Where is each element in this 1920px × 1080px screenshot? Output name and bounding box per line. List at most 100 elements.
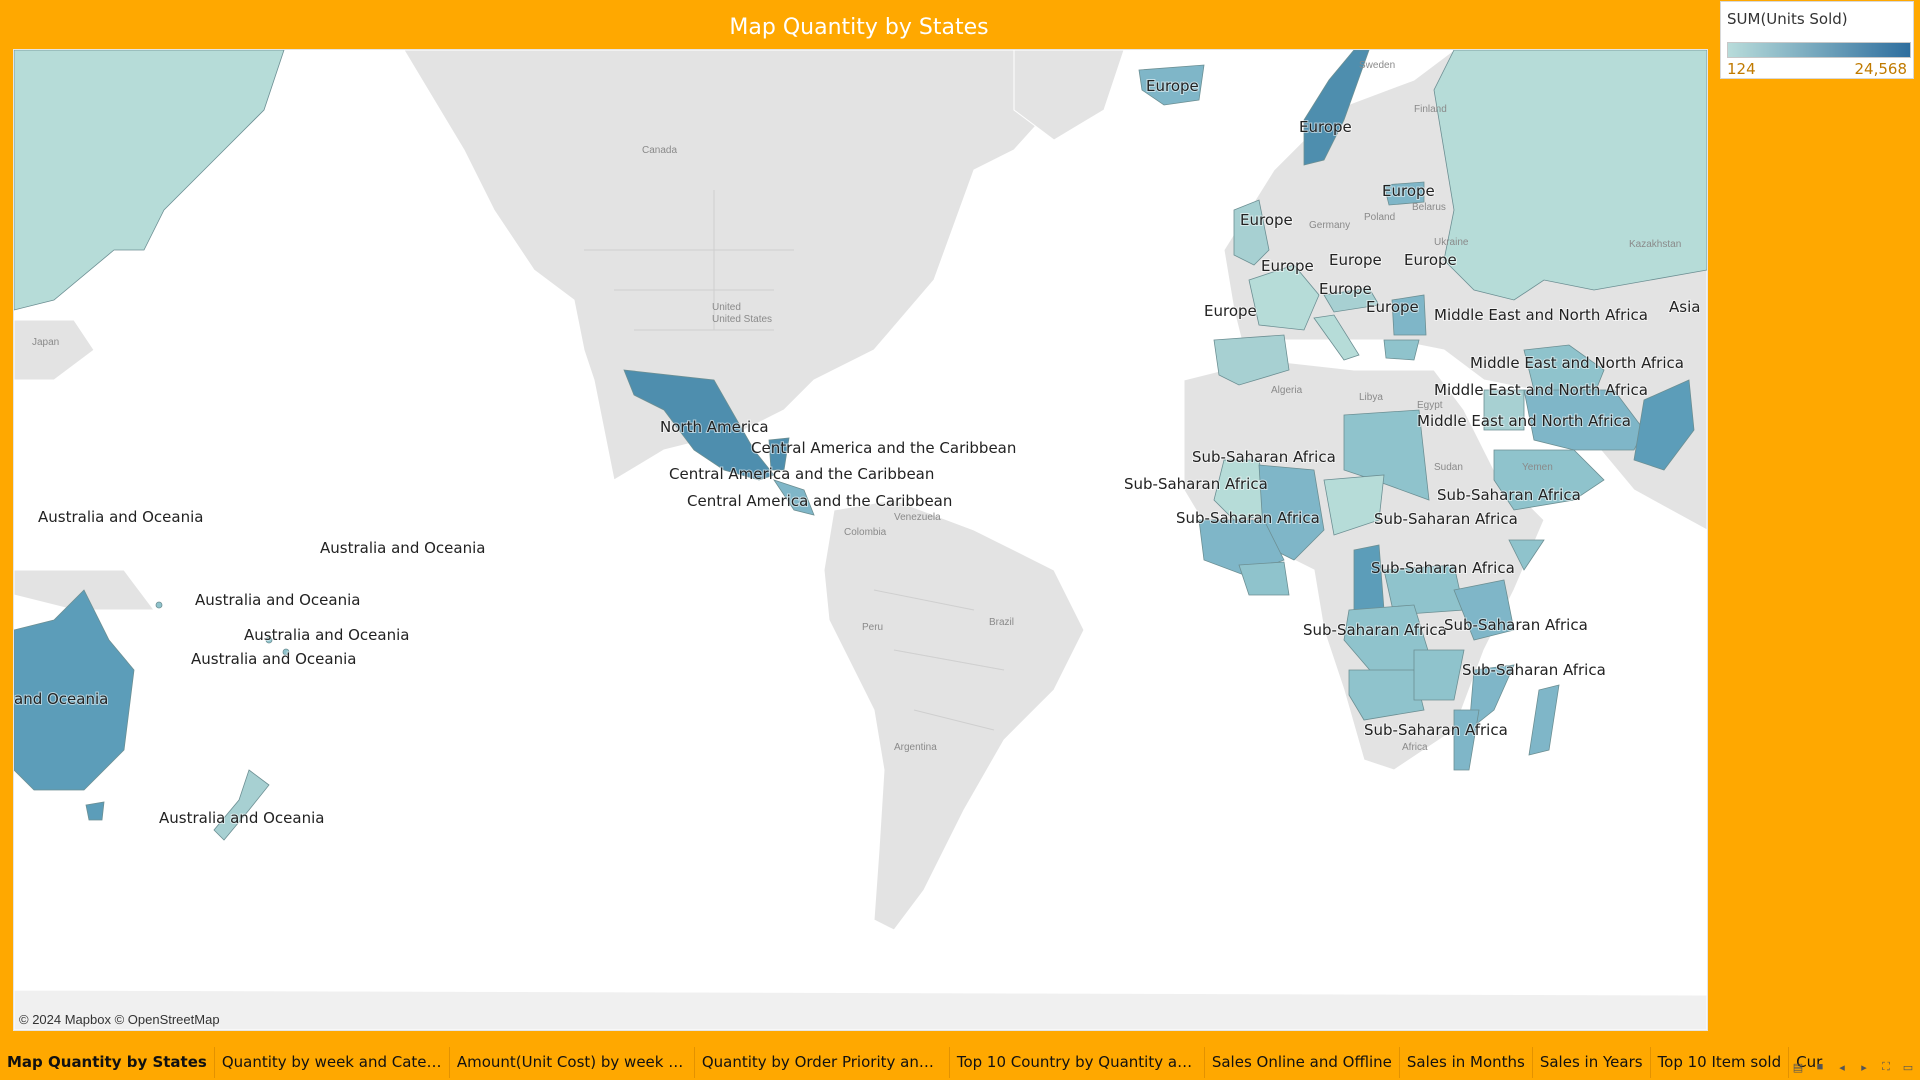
label-venezuela: Venezuela [894,512,941,523]
region-label: Europe [1240,211,1293,229]
label-sweden: Sweden [1359,60,1395,71]
region-label: Sub-Saharan Africa [1176,509,1320,527]
region-australia [14,589,135,791]
fullscreen-icon[interactable]: ⛶ [1882,1060,1890,1073]
region-arabia [1493,449,1605,511]
region-label: Australia and Oceania [244,626,409,644]
region-italy [1313,314,1360,361]
label-canada: Canada [642,145,677,156]
tab-quantity-by-week-category[interactable]: Quantity by week and Category [215,1047,450,1078]
tab-map-quantity-by-states[interactable]: Map Quantity by States [0,1047,215,1078]
region-mena-north [1523,344,1605,396]
region-libya [1343,409,1430,501]
legend-min-value: 124 [1727,60,1756,78]
label-finland: Finland [1414,104,1447,115]
region-label: Sub-Saharan Africa [1124,475,1268,493]
region-balkans [1383,339,1420,361]
region-label: Europe [1319,280,1372,298]
dashboard-title: Map Quantity by States [729,15,989,40]
next-tab-icon[interactable]: ▸ [1861,1061,1867,1074]
region-label: Central America and the Caribbean [687,492,952,510]
region-label: Europe [1146,77,1199,95]
region-mexico [623,369,775,481]
region-label: Sub-Saharan Africa [1371,559,1515,577]
label-sudan: Sudan [1434,462,1463,473]
map-view[interactable]: Canada United United States Colombia Ven… [13,49,1708,1031]
region-island-1 [265,636,273,644]
region-norway [1303,50,1370,166]
label-united-states-1: United [712,302,741,313]
map-attribution[interactable]: © 2024 Mapbox © OpenStreetMap [19,1012,220,1027]
region-romania [1391,294,1427,336]
basemap-labels: Canada United United States Colombia Ven… [32,60,1681,753]
region-label: Asia [1669,298,1700,316]
grid-view-icon[interactable]: ▤ [1792,1061,1804,1074]
region-label: Middle East and North Africa [1417,412,1631,430]
color-legend[interactable]: SUM(Units Sold) 124 24,568 [1720,1,1914,79]
region-ghana-area [1238,561,1290,596]
region-label: Europe [1329,251,1382,269]
region-label: Central America and the Caribbean [669,465,934,483]
region-island-3 [155,601,163,609]
region-afghanistan [1633,379,1695,471]
region-label: Sub-Saharan Africa [1444,616,1588,634]
region-label: Sub-Saharan Africa [1374,510,1518,528]
region-horn [1508,539,1545,571]
region-label: Europe [1382,182,1435,200]
legend-gradient-bar [1727,42,1911,58]
region-caribbean [773,479,815,516]
region-labels: Europe Europe Europe Europe Europe Europ… [14,76,1701,828]
land-japan-east-asia [14,319,95,381]
label-japan: Japan [32,337,59,348]
tab-top-10-item-sold[interactable]: Top 10 Item sold [1651,1047,1790,1078]
label-belarus: Belarus [1412,202,1446,213]
label-algeria: Algeria [1271,385,1303,396]
region-france [1248,264,1320,331]
prev-tab-icon[interactable]: ◂ [1839,1061,1845,1074]
region-iberia [1213,334,1290,386]
label-peru: Peru [862,622,883,633]
basemap-borders [584,190,1005,731]
region-label: Middle East and North Africa [1434,381,1648,399]
tab-sales-online-offline[interactable]: Sales Online and Offline [1205,1047,1400,1078]
region-iran [1523,389,1645,451]
region-zambia [1413,649,1465,701]
label-libya: Libya [1359,392,1383,403]
region-label: Australia and Oceania [195,591,360,609]
region-label: and Oceania [14,690,108,708]
land-greenland [1013,50,1125,141]
choropleth [14,50,1707,841]
sheet-tab-bar: Map Quantity by States Quantity by week … [0,1047,1920,1078]
region-label: Central America and the Caribbean [751,439,1016,457]
region-niger [1323,474,1385,536]
map-svg[interactable]: Canada United United States Colombia Ven… [14,50,1707,1030]
tab-sales-in-months[interactable]: Sales in Months [1400,1047,1533,1078]
region-label: Europe [1261,257,1314,275]
land-antarctica [14,989,1707,1030]
land-south-america [823,499,1085,931]
tab-quantity-by-order-priority[interactable]: Quantity by Order Priority and C... [695,1047,950,1078]
legend-max-value: 24,568 [1854,60,1908,78]
tab-amount-unit-cost[interactable]: Amount(Unit Cost) by week and ... [450,1047,695,1078]
tab-top-10-country[interactable]: Top 10 Country by Quantity an... [950,1047,1205,1078]
label-kazakhstan: Kazakhstan [1629,239,1681,250]
label-yemen: Yemen [1522,462,1553,473]
region-label: Australia and Oceania [191,650,356,668]
region-new-zealand [213,769,270,841]
region-baltic [1383,181,1425,206]
presentation-icon[interactable]: ▭ [1902,1061,1914,1074]
region-tasmania [85,801,105,821]
region-mena-west [1483,389,1525,431]
label-colombia: Colombia [844,527,887,538]
region-iceland [1138,64,1205,106]
region-label: Middle East and North Africa [1470,354,1684,372]
region-uk [1233,199,1270,266]
region-cameroon [1353,544,1385,611]
region-mauritania [1213,459,1270,521]
region-madagascar [1528,684,1560,756]
region-russia-east [14,50,285,311]
tab-sales-in-years[interactable]: Sales in Years [1533,1047,1651,1078]
tile-view-icon[interactable]: ■ [1816,1061,1824,1073]
region-angola [1348,669,1425,721]
